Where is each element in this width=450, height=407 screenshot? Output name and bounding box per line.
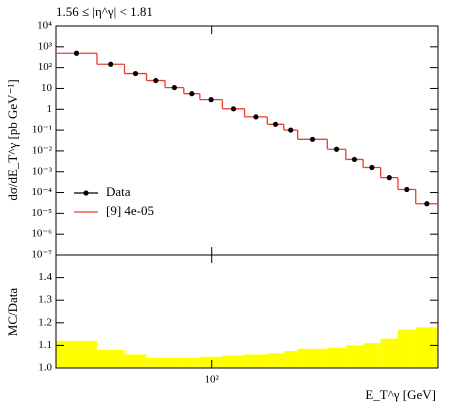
main-frame [55,25,439,256]
ratio-y-tick-label: 1.4 [38,271,52,283]
ratio-y-tick-label: 1.0 [38,362,52,374]
y-tick-label: 10⁻⁶ [31,228,52,240]
ratio-bar [397,329,416,368]
data-point [171,84,178,91]
data-point [73,50,80,56]
data-point [386,175,392,181]
y-axis-label: dσ/dE_T^γ [pb GeV⁻¹] [5,79,20,200]
data-point [108,61,114,67]
ratio-bar [124,354,147,368]
y-tick-label: 10⁴ [37,20,52,32]
y-tick-label: 10⁻⁷ [31,249,52,261]
legend-marker [83,190,89,196]
data-point [208,97,214,103]
x-tick-label: 10² [205,374,220,386]
data-point [153,77,159,84]
x-axis-label: E_T^γ [GeV] [365,387,436,402]
ratio-bar [96,349,125,368]
data-point [288,127,294,133]
data-point [369,164,375,171]
y-tick-label: 10 [41,82,53,94]
ratio-y-tick-label: 1.2 [38,316,52,328]
legend-label: Data [106,184,131,199]
legend-label: [9] 4e-05 [106,203,154,218]
ratio-bar [165,357,184,368]
data-point [351,156,358,163]
ratio-bar [345,345,364,368]
ratio-y-tick-label: 1.3 [38,294,52,306]
ratio-bar [327,347,346,368]
y-tick-label: 10³ [38,40,53,52]
ratio-bar [183,357,200,368]
data-point [404,186,410,193]
data-point [333,146,340,152]
ratio-frame [55,254,439,369]
ratio-bar [146,357,166,368]
y-tick-label: 10⁻¹ [32,124,52,136]
ratio-bar [283,351,298,368]
ratio-bar [415,327,438,368]
y-tick-label: 10⁻⁵ [31,207,52,219]
y-tick-label: 10⁻⁴ [31,186,52,198]
y-tick-label: 10⁻² [32,144,53,156]
y-tick-label: 10² [38,61,53,73]
ratio-bar [244,354,268,368]
data-point [230,106,237,112]
data-point [272,121,279,127]
y-tick-label: 10⁻³ [32,165,53,177]
ratio-y-axis-label: MC/Data [5,288,20,337]
data-point [424,201,430,207]
data-point [132,70,139,77]
data-point [189,91,195,97]
y-tick-label: 1 [47,103,53,115]
ratio-y-tick-label: 1.1 [38,339,52,351]
ratio-bar [380,338,398,368]
chart-title: 1.56 ≤ |η^γ| < 1.81 [56,4,153,19]
ratio-bar [297,348,328,368]
ratio-bar [267,353,284,368]
data-point [309,136,316,142]
ratio-bar [222,355,245,368]
ratio-bar [363,343,381,368]
ratio-bar [199,356,223,368]
data-point [253,114,259,120]
